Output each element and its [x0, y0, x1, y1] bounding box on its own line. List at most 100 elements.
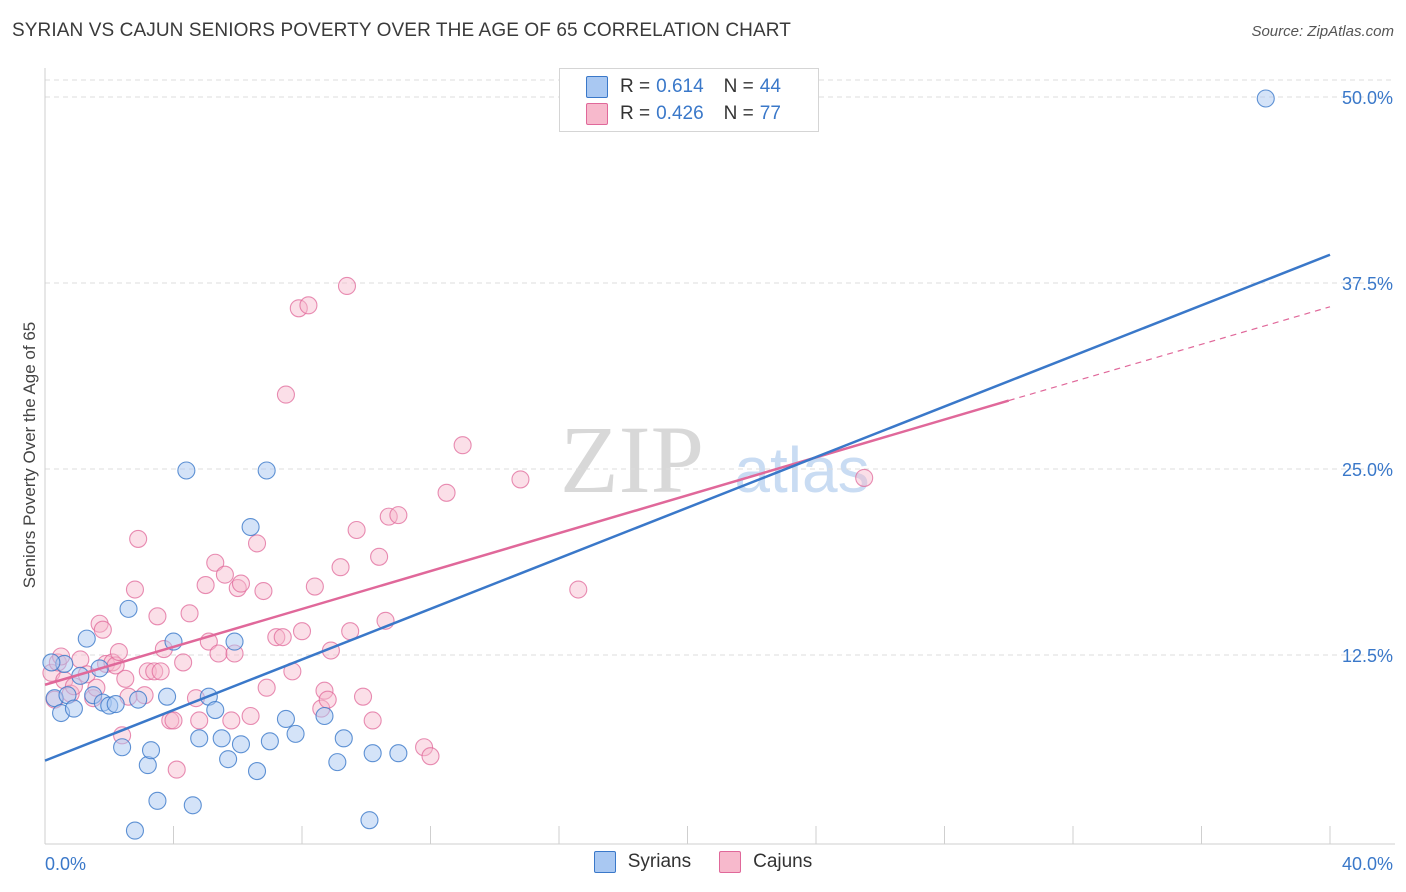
syrians-point[interactable] [177, 461, 196, 480]
axes [44, 68, 1395, 845]
syrians-point[interactable] [241, 517, 260, 537]
cajuns-point[interactable] [145, 662, 164, 681]
cajuns-swatch [586, 103, 608, 125]
syrians-point[interactable] [219, 750, 238, 769]
syrians-point[interactable] [206, 701, 225, 720]
cajuns-legend-label: Cajuns [753, 851, 813, 872]
cajuns-point[interactable] [254, 581, 273, 601]
cajuns-point[interactable] [116, 669, 135, 688]
syrians-points [42, 89, 1275, 840]
cajuns-point[interactable] [569, 580, 588, 599]
syrians-point[interactable] [119, 599, 138, 618]
syrians-point[interactable] [328, 753, 347, 772]
syrians-point[interactable] [125, 821, 144, 840]
cajuns-point[interactable] [273, 628, 292, 647]
syrians-point[interactable] [389, 744, 408, 763]
cajuns-point[interactable] [138, 662, 157, 681]
cajuns-point[interactable] [421, 747, 440, 766]
syrians-point[interactable] [334, 729, 353, 748]
syrians-point[interactable] [183, 796, 202, 815]
cajuns-point[interactable] [196, 576, 215, 595]
syrians-point[interactable] [315, 706, 334, 726]
cajuns-point[interactable] [855, 468, 874, 487]
cajuns-point[interactable] [148, 607, 167, 626]
cajuns-n-label: N = [723, 103, 754, 124]
syrians-point[interactable] [360, 811, 379, 830]
cajuns-point[interactable] [109, 642, 128, 662]
syrians-n-value: 44 [759, 76, 781, 97]
cajuns-point[interactable] [363, 711, 382, 730]
cajuns-trend-extension [1008, 306, 1331, 402]
cajuns-point[interactable] [331, 558, 350, 577]
cajuns-point[interactable] [167, 760, 186, 779]
syrians-point[interactable] [363, 744, 382, 763]
cajuns-point[interactable] [299, 296, 318, 315]
cajuns-point[interactable] [347, 520, 366, 540]
syrians-point[interactable] [260, 732, 279, 751]
cajuns-point[interactable] [370, 547, 389, 566]
y-tick-label: 25.0% [1342, 460, 1393, 480]
cajuns-point[interactable] [93, 620, 112, 639]
cajuns-point[interactable] [415, 738, 434, 757]
legend-row-syrians: R = 0.614 N = 44 [586, 74, 781, 100]
cajuns-point[interactable] [276, 385, 295, 404]
syrians-point[interactable] [225, 632, 244, 651]
syrians-point[interactable] [113, 738, 132, 757]
cajuns-point[interactable] [206, 553, 225, 572]
cajuns-n-value: 77 [759, 103, 781, 124]
legend-item-cajuns[interactable]: Cajuns [719, 851, 812, 873]
tick-labels: 12.5% 25.0% 37.5% 50.0% 0.0% 40.0% [45, 88, 1393, 874]
syrians-point[interactable] [64, 699, 83, 718]
syrians-point[interactable] [77, 629, 96, 648]
syrians-point[interactable] [129, 690, 148, 709]
syrians-point[interactable] [190, 729, 209, 748]
cajuns-point[interactable] [257, 678, 276, 697]
syrians-point[interactable] [1256, 89, 1275, 108]
series-legend: Syrians Cajuns [0, 851, 1406, 873]
syrians-point[interactable] [158, 687, 177, 706]
cajuns-point[interactable] [318, 690, 337, 709]
cajuns-point[interactable] [437, 483, 456, 502]
cajuns-legend-swatch [719, 851, 742, 873]
cajuns-point[interactable] [215, 565, 234, 584]
syrians-point[interactable] [138, 756, 157, 775]
syrians-point[interactable] [231, 735, 251, 754]
syrians-point[interactable] [286, 724, 305, 743]
syrians-n-label: N = [723, 76, 754, 97]
cajuns-point[interactable] [337, 276, 357, 296]
cajuns-point[interactable] [129, 529, 148, 548]
cajuns-point[interactable] [267, 628, 286, 647]
cajuns-point[interactable] [125, 580, 144, 599]
syrians-point[interactable] [247, 762, 267, 781]
y-tick-label: 12.5% [1342, 646, 1393, 666]
cajuns-point[interactable] [190, 711, 209, 730]
syrians-point[interactable] [148, 791, 167, 810]
legend-item-syrians[interactable]: Syrians [593, 851, 691, 873]
syrians-point[interactable] [42, 653, 61, 672]
cajuns-point[interactable] [292, 622, 312, 641]
cajuns-point[interactable] [241, 706, 260, 726]
cajuns-point[interactable] [222, 711, 241, 730]
cajuns-point[interactable] [180, 604, 199, 623]
cajuns-point[interactable] [247, 534, 267, 553]
correlation-legend: R = 0.614 N = 44 R = 0.426 N = 77 [559, 68, 819, 132]
syrians-point[interactable] [106, 695, 125, 714]
cajuns-point[interactable] [231, 574, 251, 593]
cajuns-point[interactable] [305, 577, 324, 596]
cajuns-point[interactable] [209, 644, 228, 663]
syrians-point[interactable] [276, 709, 295, 729]
cajuns-point[interactable] [511, 470, 530, 489]
cajuns-point[interactable] [353, 687, 373, 706]
syrians-r-label: R = [620, 76, 651, 97]
cajuns-point[interactable] [164, 711, 183, 730]
syrians-point[interactable] [212, 729, 231, 748]
syrians-point[interactable] [141, 741, 161, 760]
syrians-point[interactable] [257, 461, 276, 480]
cajuns-point[interactable] [379, 507, 398, 526]
cajuns-point[interactable] [389, 506, 408, 525]
cajuns-point[interactable] [151, 662, 170, 681]
cajuns-point[interactable] [453, 436, 472, 455]
cajuns-point[interactable] [174, 653, 193, 672]
syrians-r-value: 0.614 [656, 76, 704, 97]
watermark-zip: ZIP [560, 406, 704, 513]
